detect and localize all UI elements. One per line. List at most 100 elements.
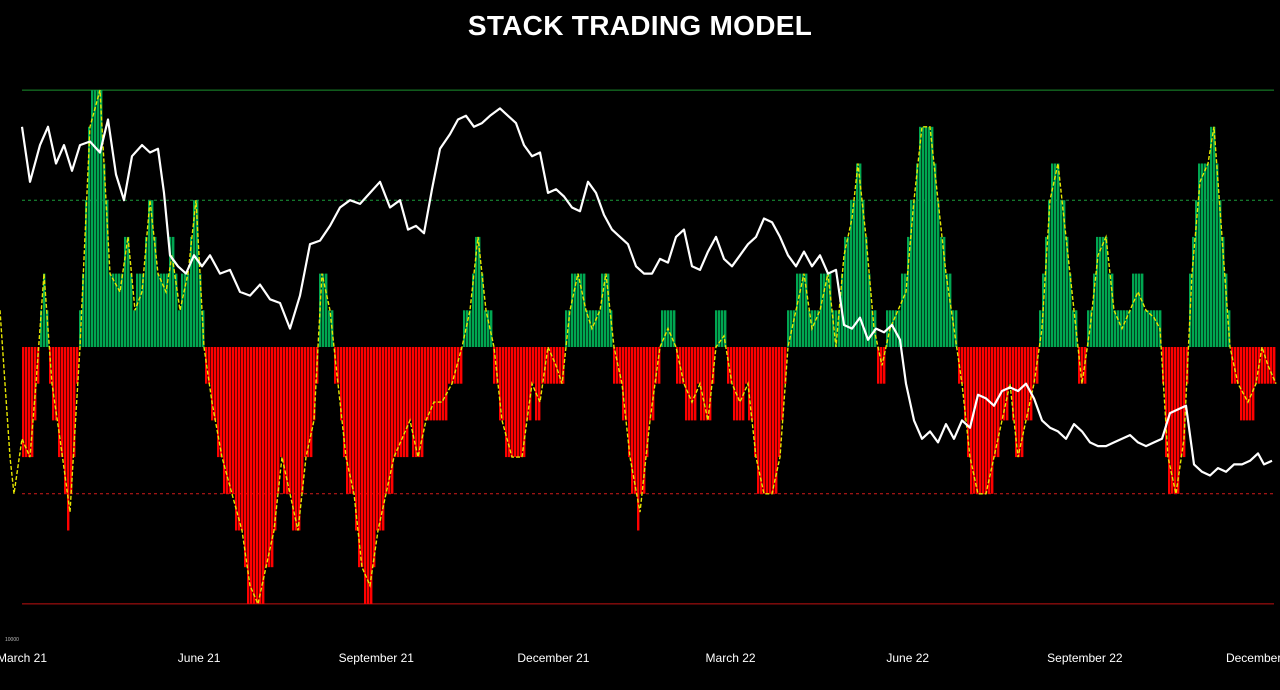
positive-bar: [328, 310, 331, 347]
positive-bar: [589, 310, 592, 347]
positive-bar: [601, 273, 604, 347]
positive-bar: [661, 310, 664, 347]
negative-bar: [754, 347, 757, 458]
negative-bar: [361, 347, 364, 568]
negative-bar: [1171, 347, 1174, 494]
negative-bar: [277, 347, 280, 494]
positive-bar: [1129, 310, 1132, 347]
positive-bar: [1066, 236, 1069, 347]
negative-bar: [25, 347, 28, 458]
positive-bar: [922, 126, 925, 347]
negative-bar: [76, 347, 79, 384]
negative-bar: [622, 347, 625, 421]
negative-bar: [31, 347, 34, 458]
positive-bar: [670, 310, 673, 347]
negative-bar: [781, 347, 784, 421]
negative-bar: [619, 347, 622, 384]
positive-bar: [724, 310, 727, 347]
negative-bar: [298, 347, 301, 531]
negative-bar: [418, 347, 421, 458]
positive-bar: [715, 310, 718, 347]
negative-bar: [694, 347, 697, 421]
positive-bar: [1099, 236, 1102, 347]
positive-bar: [790, 310, 793, 347]
negative-bar: [748, 347, 751, 421]
positive-bar: [1123, 310, 1126, 347]
positive-bar: [820, 273, 823, 347]
positive-bar: [115, 273, 118, 347]
positive-bar: [157, 273, 160, 347]
positive-bar: [133, 310, 136, 347]
negative-bar: [1180, 347, 1183, 458]
positive-bar: [82, 273, 85, 347]
negative-bar: [691, 347, 694, 421]
positive-bar: [718, 310, 721, 347]
positive-bar: [181, 273, 184, 347]
positive-bar: [598, 310, 601, 347]
negative-bar: [541, 347, 544, 384]
negative-bar: [1078, 347, 1081, 384]
negative-bar: [883, 347, 886, 384]
negative-bar: [973, 347, 976, 494]
positive-bar: [955, 310, 958, 347]
negative-bar: [235, 347, 238, 531]
negative-bar: [643, 347, 646, 494]
positive-bar: [1195, 200, 1198, 347]
negative-bar: [73, 347, 76, 458]
negative-bar: [1264, 347, 1267, 384]
negative-bar: [220, 347, 223, 458]
negative-bar: [703, 347, 706, 421]
positive-bar: [916, 163, 919, 347]
negative-bar: [1273, 347, 1276, 384]
negative-bar: [493, 347, 496, 384]
price-line: [20, 107, 1273, 477]
positive-bar: [196, 200, 199, 347]
negative-bar: [637, 347, 640, 531]
negative-bar: [1027, 347, 1030, 421]
negative-bar: [649, 347, 652, 421]
negative-bar: [1030, 347, 1033, 421]
positive-bar: [1156, 310, 1159, 347]
positive-bar: [574, 273, 577, 347]
positive-bar: [484, 310, 487, 347]
positive-bar: [184, 273, 187, 347]
negative-bar: [769, 347, 772, 494]
signal-bars: [22, 90, 1276, 604]
negative-bar: [430, 347, 433, 421]
positive-bar: [190, 236, 193, 347]
positive-bar: [322, 273, 325, 347]
positive-bar: [1087, 310, 1090, 347]
positive-bar: [1219, 200, 1222, 347]
positive-bar: [103, 163, 106, 347]
negative-bar: [514, 347, 517, 458]
negative-bar: [1234, 347, 1237, 384]
positive-bar: [175, 273, 178, 347]
negative-bar: [982, 347, 985, 494]
negative-bar: [415, 347, 418, 458]
negative-bar: [730, 347, 733, 384]
positive-bar: [940, 236, 943, 347]
positive-bar: [166, 273, 169, 347]
negative-bar: [991, 347, 994, 494]
positive-bar: [1225, 273, 1228, 347]
positive-bar: [487, 310, 490, 347]
negative-bar: [283, 347, 286, 494]
negative-bar: [652, 347, 655, 421]
signal-line: [0, 89, 1277, 607]
negative-bar: [523, 347, 526, 458]
positive-bar: [1060, 200, 1063, 347]
positive-bar: [664, 310, 667, 347]
positive-bar: [919, 126, 922, 347]
positive-bar: [187, 273, 190, 347]
positive-bar: [1096, 236, 1099, 347]
negative-bar: [37, 347, 40, 384]
negative-bar: [967, 347, 970, 458]
negative-bar: [58, 347, 61, 458]
negative-bar: [442, 347, 445, 421]
positive-bar: [952, 310, 955, 347]
positive-bar: [151, 200, 154, 347]
negative-bar: [1006, 347, 1009, 421]
negative-bar: [394, 347, 397, 458]
positive-bar: [1090, 310, 1093, 347]
